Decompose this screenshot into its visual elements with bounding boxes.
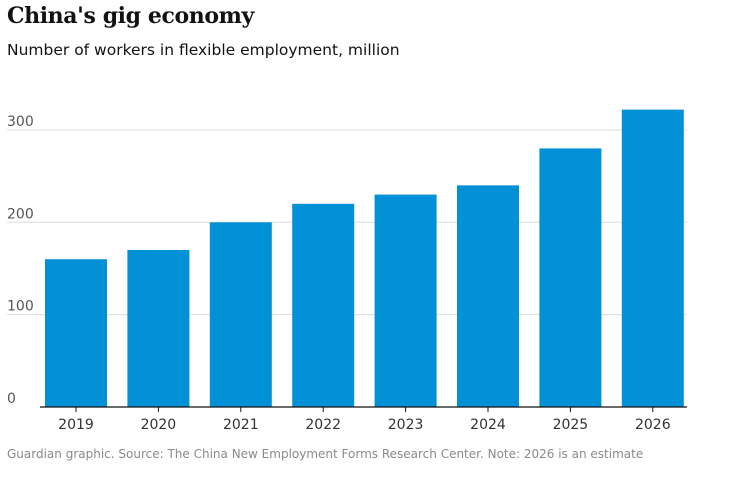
x-tick-label: 2026 — [635, 417, 671, 433]
source-note: Guardian graphic. Source: The China New … — [7, 447, 644, 461]
bar-2021 — [209, 222, 272, 407]
y-tick-label: 200 — [7, 206, 34, 222]
y-tick-label: 300 — [7, 114, 34, 130]
bar-2024 — [457, 185, 519, 407]
x-axis-labels: 2019 2020 2021 2022 2023 2024 2025 2026 — [58, 417, 671, 433]
y-tick-label: 100 — [7, 299, 34, 315]
bar-2020 — [127, 250, 190, 407]
x-tick-label: 2020 — [141, 417, 177, 433]
bar-2025 — [539, 148, 602, 408]
bar-2023 — [374, 194, 437, 407]
x-tick-label: 2024 — [470, 417, 506, 433]
x-tick-label: 2022 — [305, 417, 341, 433]
bars — [45, 109, 684, 408]
bar-2026 — [621, 109, 684, 408]
x-axis — [40, 406, 687, 412]
chart-subtitle: Number of workers in flexible employment… — [7, 41, 400, 59]
bar-2019 — [45, 259, 107, 407]
x-tick-label: 2021 — [223, 417, 259, 433]
y-axis-labels: 0 100 200 300 — [7, 114, 34, 407]
bar-2022 — [292, 203, 355, 407]
x-tick-label: 2025 — [553, 417, 589, 433]
chart-title: China's gig economy — [7, 3, 254, 29]
y-tick-label: 0 — [7, 391, 16, 407]
x-tick-label: 2019 — [58, 417, 94, 433]
x-tick-label: 2023 — [388, 417, 424, 433]
